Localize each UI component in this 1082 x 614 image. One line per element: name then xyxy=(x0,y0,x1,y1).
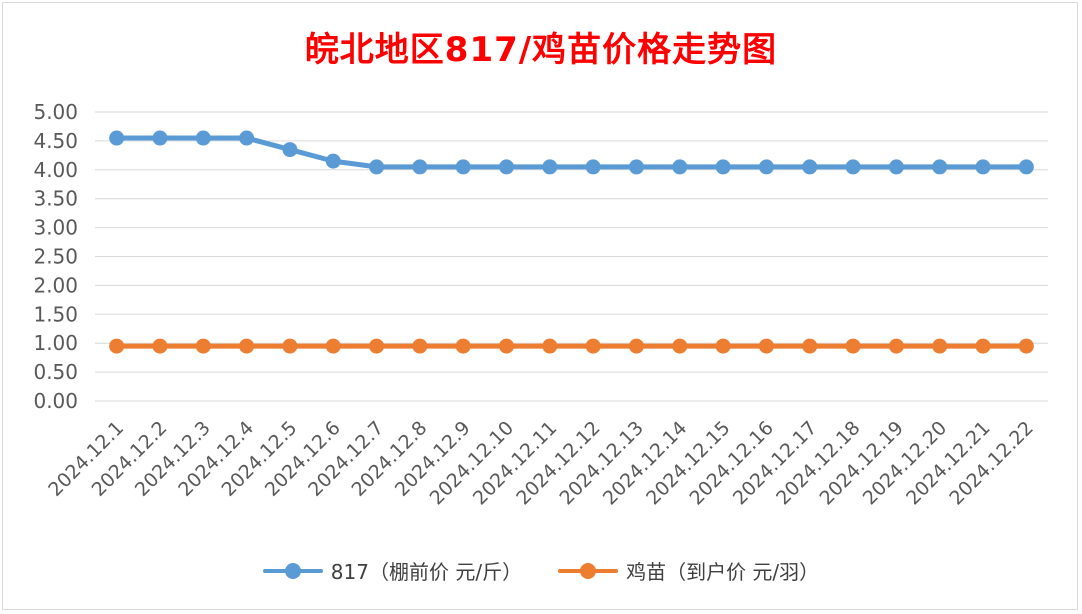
legend: 817（棚前价 元/斤） 鸡苗（到户价 元/羽） xyxy=(0,556,1082,585)
series-line-0 xyxy=(114,135,1029,170)
data-point xyxy=(628,338,644,354)
y-tick-label: 1.00 xyxy=(33,331,78,355)
data-point xyxy=(239,338,255,354)
data-point xyxy=(802,338,818,354)
data-point xyxy=(715,159,731,175)
data-point xyxy=(195,130,211,146)
legend-label-chick: 鸡苗（到户价 元/羽） xyxy=(626,560,820,584)
data-point xyxy=(715,338,731,354)
y-tick-label: 3.00 xyxy=(33,216,78,240)
data-point xyxy=(542,338,558,354)
y-tick-label: 1.50 xyxy=(33,302,78,326)
data-point xyxy=(412,338,428,354)
data-point xyxy=(975,159,991,175)
data-point xyxy=(412,159,428,175)
data-point xyxy=(1018,338,1034,354)
data-point xyxy=(585,159,601,175)
data-point xyxy=(109,130,125,146)
data-point xyxy=(455,338,471,354)
legend-item-chick[interactable]: 鸡苗（到户价 元/羽） xyxy=(558,556,819,585)
data-point xyxy=(499,338,515,354)
data-point xyxy=(975,338,991,354)
legend-dot-chick xyxy=(580,562,597,579)
data-point xyxy=(845,338,861,354)
data-point xyxy=(1018,159,1034,175)
data-point xyxy=(845,159,861,175)
data-point xyxy=(888,338,904,354)
y-tick-label: 2.00 xyxy=(33,273,78,297)
legend-item-817[interactable]: 817（棚前价 元/斤） xyxy=(262,556,523,585)
data-point xyxy=(325,153,341,169)
data-point xyxy=(932,159,948,175)
data-point xyxy=(888,159,904,175)
data-point xyxy=(455,159,471,175)
y-tick-label: 4.00 xyxy=(33,158,78,182)
data-point xyxy=(672,159,688,175)
data-point xyxy=(152,338,168,354)
y-tick-label: 3.50 xyxy=(33,187,78,211)
data-point xyxy=(282,142,298,158)
legend-label-817: 817（棚前价 元/斤） xyxy=(330,560,523,584)
data-point xyxy=(109,338,125,354)
data-point xyxy=(239,130,255,146)
data-point xyxy=(195,338,211,354)
y-tick-label: 2.50 xyxy=(33,245,78,269)
data-point xyxy=(499,159,515,175)
data-point xyxy=(802,159,818,175)
data-point xyxy=(282,338,298,354)
data-point xyxy=(325,338,341,354)
data-point xyxy=(585,338,601,354)
data-point xyxy=(758,338,774,354)
y-tick-label: 5.00 xyxy=(33,100,78,124)
data-point xyxy=(152,130,168,146)
legend-swatch-817 xyxy=(262,561,323,581)
y-tick-label: 0.00 xyxy=(33,389,78,413)
data-point xyxy=(542,159,558,175)
legend-dot-817 xyxy=(284,562,301,579)
y-tick-label: 0.50 xyxy=(33,360,78,384)
data-point xyxy=(628,159,644,175)
data-point xyxy=(672,338,688,354)
legend-swatch-chick xyxy=(558,561,619,581)
data-point xyxy=(369,159,385,175)
data-point xyxy=(369,338,385,354)
y-tick-label: 4.50 xyxy=(33,129,78,153)
chart-title: 皖北地区817/鸡苗价格走势图 xyxy=(304,30,778,70)
data-point xyxy=(932,338,948,354)
data-point xyxy=(758,159,774,175)
